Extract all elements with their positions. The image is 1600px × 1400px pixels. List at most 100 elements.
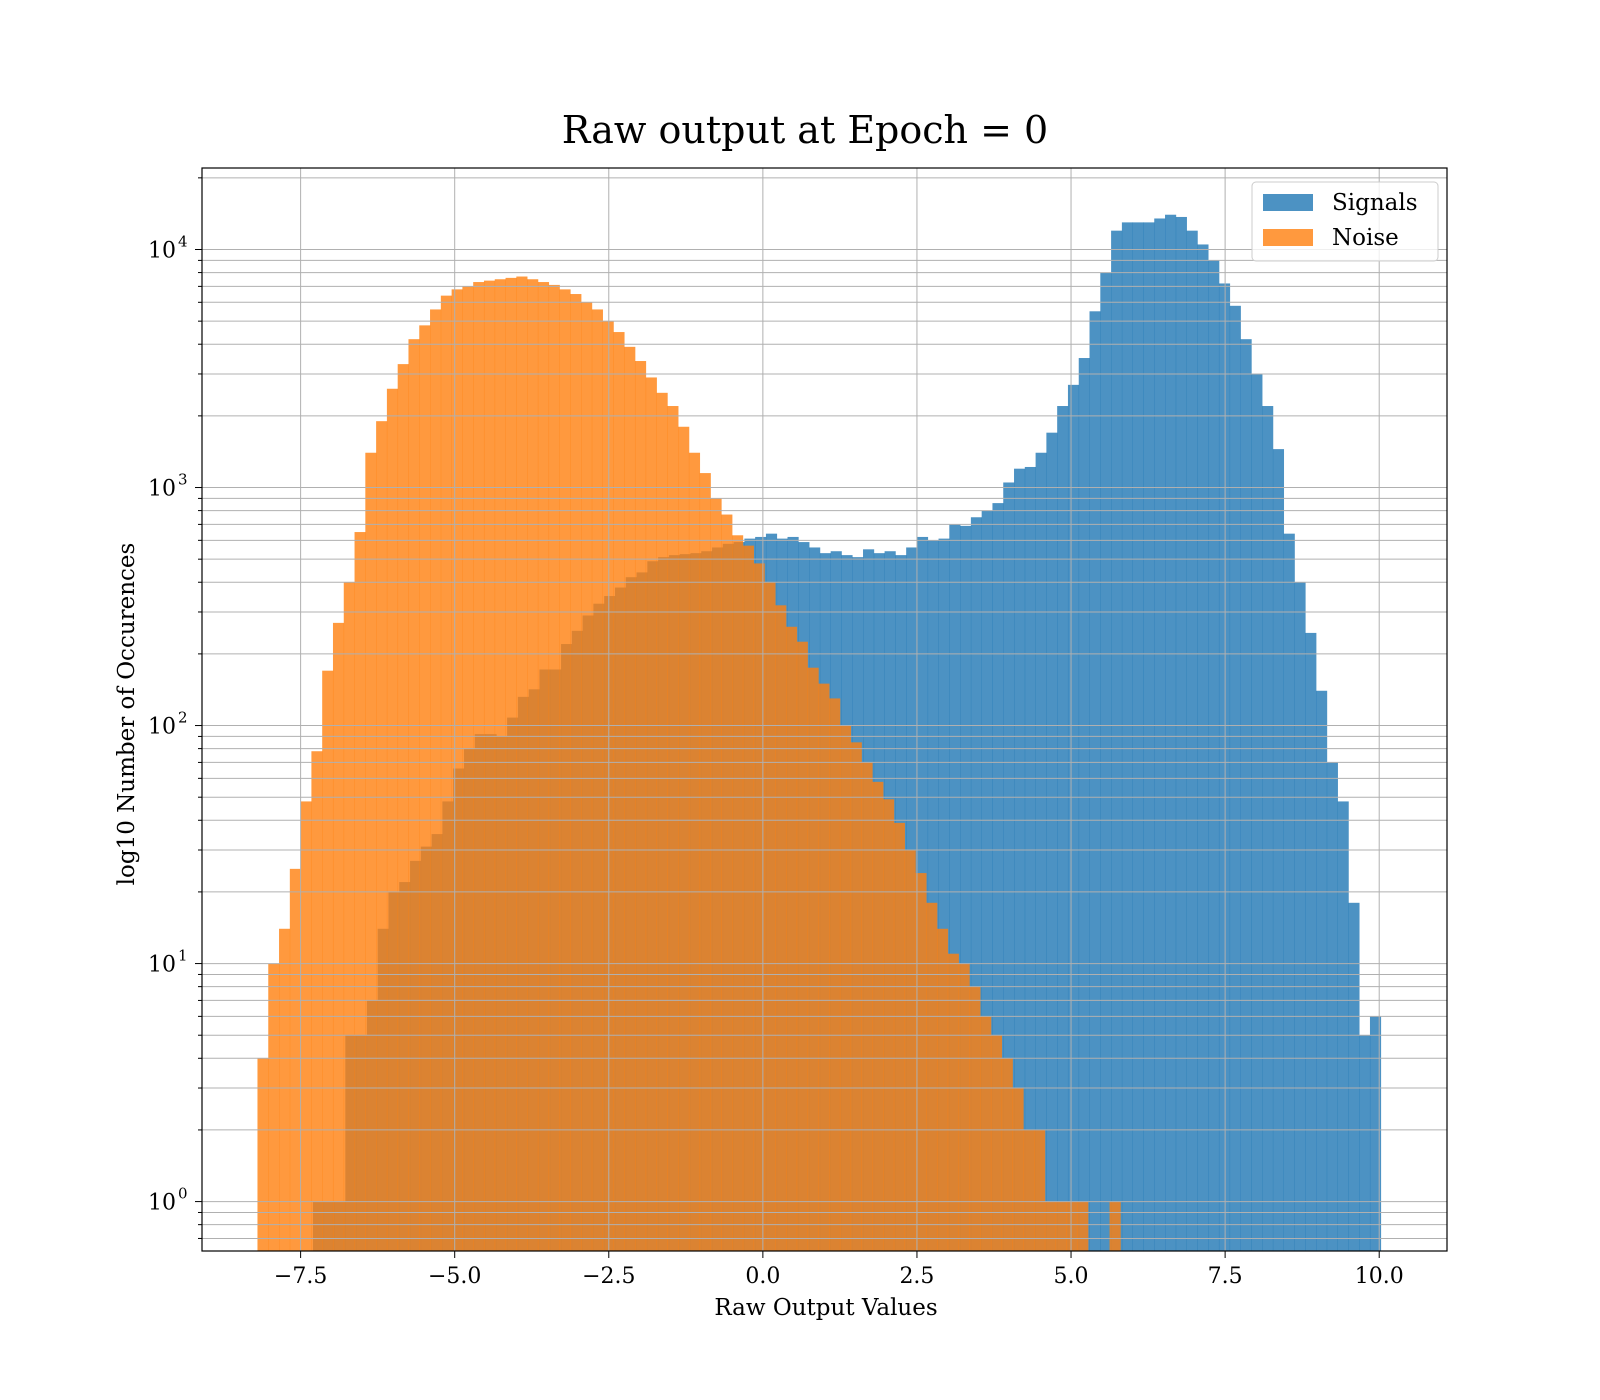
histogram-bar-signals <box>1035 452 1047 1251</box>
histogram-bar-noise <box>699 473 711 1252</box>
histogram-bar-signals <box>1218 283 1231 1252</box>
histogram-bar-noise <box>300 801 312 1251</box>
histogram-bar-noise <box>980 1016 992 1251</box>
histogram-bar-noise <box>742 545 754 1251</box>
x-tick-label: 7.5 <box>1208 1264 1243 1289</box>
y-tick-label-exponent: 1 <box>178 947 188 965</box>
histogram-bar-noise <box>785 626 798 1251</box>
histogram-bar-signals <box>927 540 939 1251</box>
histogram-bar-noise <box>624 346 636 1252</box>
histogram-bar-noise <box>947 953 959 1251</box>
histogram-bar-noise <box>462 286 474 1251</box>
histogram-bar-noise <box>279 928 291 1251</box>
histogram-bar-signals <box>981 510 993 1252</box>
histogram-bar-noise <box>548 284 560 1251</box>
histogram-bar-signals <box>1305 632 1317 1251</box>
histogram-bar-noise <box>365 452 377 1251</box>
histogram-bar-noise <box>721 514 733 1251</box>
histogram-bar-noise <box>850 742 862 1251</box>
plot-area <box>257 214 1382 1252</box>
histogram-bar-signals <box>1197 244 1209 1251</box>
histogram-bar-signals <box>1359 1035 1371 1251</box>
histogram-bar-noise <box>613 332 625 1251</box>
histogram-bar-signals <box>970 517 983 1251</box>
x-axis-ticks: −7.5 −5.0 −2.5 0.0 2.5 5.0 7.5 10.0 <box>274 1251 1404 1289</box>
histogram-bar-noise <box>430 309 442 1251</box>
histogram-bar-noise <box>634 361 647 1251</box>
histogram-bar-noise <box>656 392 668 1251</box>
histogram-bar-signals <box>1100 272 1112 1251</box>
histogram-bar-noise <box>710 498 722 1251</box>
legend: Signals Noise <box>1251 181 1439 262</box>
histogram-bar-noise <box>257 1058 269 1251</box>
histogram-bar-noise <box>645 377 657 1252</box>
histogram-bar-noise <box>883 799 895 1251</box>
histogram-bar-signals <box>992 503 1004 1251</box>
histogram-bar-noise <box>289 868 301 1251</box>
histogram-bar-signals <box>1165 214 1177 1252</box>
histogram-bar-noise <box>311 751 323 1251</box>
histogram-bar-noise <box>527 279 539 1251</box>
histogram-bar-noise <box>268 963 280 1251</box>
histogram-bar-noise <box>408 339 420 1251</box>
histogram-bar-noise <box>570 294 582 1251</box>
y-tick-label: 10 <box>148 239 176 264</box>
histogram-bar-noise <box>332 622 345 1251</box>
histogram-bar-noise <box>581 302 593 1251</box>
y-tick-label: 10 <box>148 953 176 978</box>
x-axis-label: Raw Output Values <box>714 1295 937 1321</box>
x-tick-label: −7.5 <box>274 1264 327 1289</box>
histogram-bar-noise <box>969 986 981 1251</box>
x-tick-label: 0.0 <box>745 1264 780 1289</box>
histogram-bar-signals <box>1057 406 1069 1251</box>
histogram-bar-noise <box>796 641 808 1251</box>
histogram-bar-signals <box>1111 230 1123 1251</box>
histogram-bar-signals <box>1337 801 1349 1251</box>
histogram-bar-noise <box>990 1035 1003 1251</box>
y-tick-label-exponent: 0 <box>178 1185 188 1203</box>
histogram-bar-signals <box>1046 432 1058 1251</box>
histogram-bar-signals <box>960 525 972 1251</box>
histogram-bar-noise <box>397 364 409 1251</box>
histogram-bar-noise <box>591 309 603 1251</box>
histogram-bar-signals <box>1067 384 1080 1252</box>
histogram-bar-noise <box>1109 1201 1121 1251</box>
legend-label-noise: Noise <box>1332 225 1399 251</box>
histogram-bar-noise <box>1034 1129 1046 1251</box>
histogram-bar-noise <box>505 277 517 1251</box>
histogram-bar-noise <box>1055 1201 1067 1251</box>
histogram-bar-noise <box>839 725 852 1251</box>
histogram-bar-signals <box>1154 218 1166 1252</box>
x-tick-label: 2.5 <box>899 1264 934 1289</box>
histogram-bar-noise <box>494 279 506 1251</box>
histogram-bar-signals <box>1089 311 1101 1251</box>
histogram-bar-noise <box>818 683 830 1251</box>
histogram-bar-noise <box>1066 1201 1078 1251</box>
y-tick-label-exponent: 3 <box>178 471 188 489</box>
histogram-bar-noise <box>343 582 355 1251</box>
histogram-bar-noise <box>1044 1201 1056 1251</box>
histogram-bar-signals <box>938 538 950 1251</box>
histogram-bar-noise <box>667 406 679 1251</box>
histogram-bar-noise <box>419 325 431 1251</box>
histogram-bar-noise <box>861 762 873 1251</box>
y-tick-label: 10 <box>148 477 176 502</box>
x-tick-label: −5.0 <box>428 1264 481 1289</box>
histogram-bar-noise <box>958 963 970 1251</box>
histogram-bar-noise <box>473 282 485 1251</box>
histogram-bar-noise <box>764 582 776 1251</box>
histogram-bar-signals <box>1262 406 1274 1251</box>
histogram-bar-signals <box>1348 902 1360 1251</box>
y-axis-label: log10 Number of Occurences <box>114 543 140 886</box>
histogram-bar-noise <box>537 282 550 1251</box>
histogram-bar-noise <box>1012 1088 1024 1251</box>
histogram-bar-noise <box>602 321 614 1251</box>
x-tick-label: 10.0 <box>1355 1264 1404 1289</box>
histogram-bar-signals <box>1003 482 1015 1252</box>
histogram-bar-signals <box>1294 582 1306 1251</box>
y-tick-label-exponent: 4 <box>178 233 188 251</box>
histogram-bar-noise <box>915 873 927 1251</box>
histogram-bar-noise <box>516 276 528 1251</box>
histogram-bar-signals <box>1316 690 1328 1251</box>
